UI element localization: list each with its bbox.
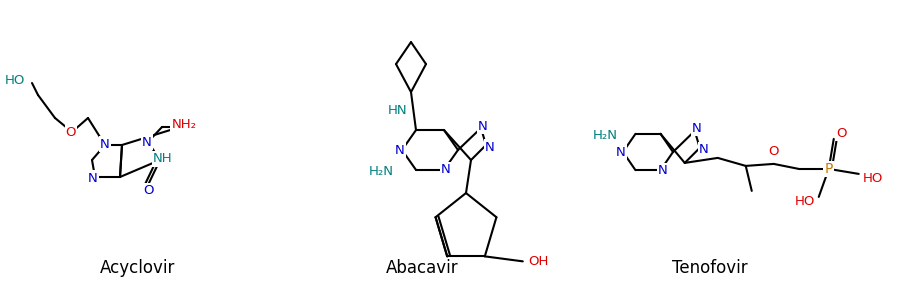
Text: HO: HO	[862, 172, 883, 185]
Text: O: O	[66, 127, 77, 140]
Text: N: N	[176, 120, 186, 133]
Text: O: O	[143, 184, 153, 197]
Text: OH: OH	[528, 255, 549, 268]
Text: N: N	[485, 140, 495, 153]
Text: N: N	[441, 163, 451, 177]
Text: N: N	[478, 120, 488, 133]
Text: N: N	[395, 144, 405, 157]
Text: H₂N: H₂N	[593, 129, 618, 142]
Text: O: O	[836, 127, 847, 140]
Text: Acyclovir: Acyclovir	[100, 259, 176, 277]
Text: HO: HO	[4, 74, 25, 87]
Text: Tenofovir: Tenofovir	[672, 259, 748, 277]
Text: P: P	[824, 162, 832, 176]
Text: N: N	[616, 146, 625, 158]
Text: NH: NH	[153, 153, 173, 166]
Text: O: O	[769, 146, 779, 158]
Text: N: N	[699, 144, 708, 157]
Text: N: N	[692, 122, 702, 135]
Text: NH₂: NH₂	[172, 118, 196, 131]
Text: N: N	[142, 135, 152, 149]
Text: Abacavir: Abacavir	[386, 259, 458, 277]
Text: N: N	[88, 171, 98, 184]
Text: HO: HO	[795, 195, 815, 208]
Text: H₂N: H₂N	[368, 166, 393, 179]
Text: N: N	[100, 138, 110, 151]
Text: HN: HN	[388, 103, 408, 116]
Text: N: N	[658, 164, 668, 177]
